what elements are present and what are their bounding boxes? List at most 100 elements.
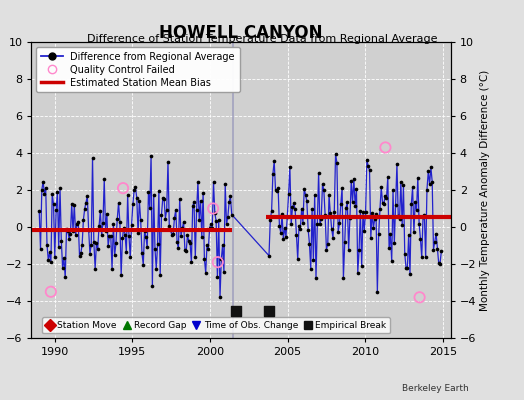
Point [415,221,423,227]
Point [305,240,314,247]
Point [214,259,222,265]
Point [121,231,129,238]
Point [431,238,439,245]
Point [216,294,224,300]
Point [386,231,395,237]
Point [71,232,80,238]
Point [391,202,400,208]
Y-axis label: Monthly Temperature Anomaly Difference (°C): Monthly Temperature Anomaly Difference (… [481,69,490,311]
Point [183,232,192,238]
Point [119,185,127,191]
Point [204,246,213,252]
Point [265,252,273,259]
Point [350,176,358,182]
Point [232,308,241,314]
Point [329,234,337,241]
Point [311,192,319,198]
Point [277,230,285,236]
Point [326,210,334,217]
Point [416,236,424,242]
Point [357,263,366,270]
Point [38,187,46,193]
Point [328,226,336,232]
Point [184,238,193,244]
Point [410,229,418,235]
Point [195,216,203,223]
Point [164,159,172,165]
Point [356,208,365,214]
Point [46,249,54,256]
Point [407,201,416,207]
Point [192,207,201,213]
Point [170,214,179,221]
Point [113,216,122,222]
Point [360,228,368,234]
Point [35,208,43,214]
Point [83,193,92,199]
Point [336,201,345,207]
Point [86,250,94,257]
Point [90,239,98,245]
Point [278,211,286,218]
Point [117,272,125,278]
Point [84,227,93,233]
Point [433,246,442,252]
Point [47,288,55,295]
Point [385,245,394,252]
Point [320,187,328,193]
Point [425,181,434,187]
Point [429,246,438,253]
Point [267,208,276,214]
Point [272,188,281,194]
Point [265,308,273,314]
Point [208,224,216,231]
Point [149,192,158,198]
Point [301,192,310,198]
Point [57,238,66,244]
Point [348,199,357,206]
Point [70,201,79,208]
Point [161,215,170,222]
Point [419,214,427,220]
Point [54,244,63,250]
Point [68,201,76,207]
Point [136,217,145,223]
Point [331,151,340,157]
Point [44,257,52,263]
Point [99,220,107,227]
Point [408,184,417,190]
Point [291,206,299,212]
Point [62,226,71,232]
Point [394,213,402,219]
Point [373,288,381,295]
Point [399,182,408,189]
Point [176,196,184,202]
Point [375,231,383,238]
Point [186,240,194,246]
Point [124,192,132,198]
Point [318,181,326,187]
Point [189,203,197,209]
Point [202,270,210,276]
Point [225,199,233,205]
Point [126,254,135,260]
Point [92,240,101,246]
Point [321,212,329,218]
Point [109,221,117,227]
Point [168,232,176,238]
Point [187,259,195,266]
Point [217,256,225,262]
Point [322,246,331,253]
Point [413,174,422,181]
Point [393,161,401,167]
Point [309,256,318,263]
Point [125,233,133,239]
Point [400,251,409,257]
Point [346,215,354,221]
Point [143,244,151,251]
Point [342,205,350,211]
Point [418,254,426,260]
Point [359,209,367,216]
Point [198,234,206,241]
Point [119,224,128,231]
